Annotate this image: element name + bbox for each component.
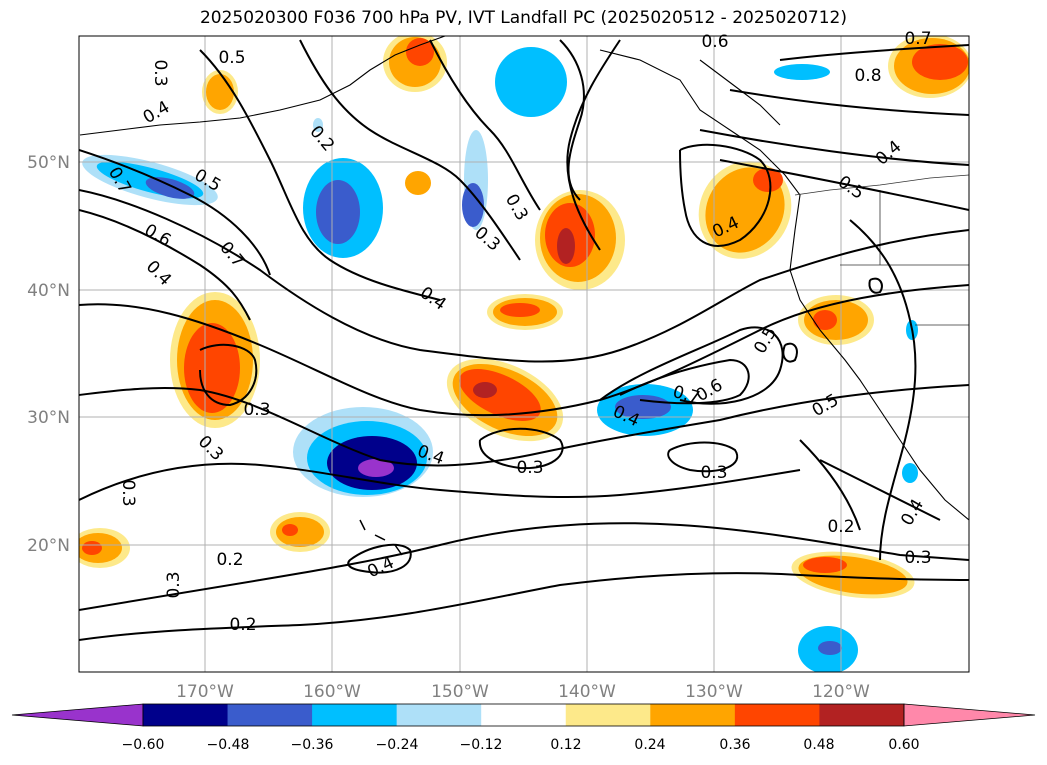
colorbar-segment [565, 704, 651, 726]
pv-positive-core [813, 310, 837, 330]
pv-negative-area [774, 64, 830, 80]
pv-positive-core [500, 303, 540, 317]
pv-negative-area [313, 118, 323, 132]
pv-positive-core [912, 44, 968, 80]
pv-positive-core [459, 369, 541, 421]
lon-label: 140°W [558, 682, 616, 702]
pv-negative-core [145, 177, 195, 199]
contour-label: 0.3 [700, 463, 727, 483]
pv-negative-core [316, 180, 360, 244]
map-frame [78, 35, 970, 673]
colorbar-segment [143, 704, 229, 726]
lon-label: 170°W [176, 682, 234, 702]
colorbar-tick-label: 0.60 [888, 737, 919, 753]
colorbar-segments [11, 703, 1036, 727]
pv-negative-core [818, 641, 842, 655]
latitude-labels: 50°N 40°N 30°N 20°N [27, 153, 70, 556]
colorbar-tick-label: −0.48 [207, 737, 250, 753]
pv-negative-extreme [358, 459, 394, 477]
pv-positive-extreme [557, 228, 575, 264]
colorbar-segment [650, 704, 736, 726]
contour-label: 0.5 [218, 48, 245, 68]
colorbar-segment [312, 704, 398, 726]
contour-label: 0.3 [150, 59, 170, 86]
pv-positive-core [406, 38, 434, 66]
map-plot: 0.5 0.3 0.4 0.2 0.5 0.7 0.6 0.4 0.7 0.3 … [78, 29, 970, 673]
pv-negative-core [462, 183, 484, 227]
lat-label: 50°N [27, 153, 70, 173]
contour-label: 0.3 [243, 400, 270, 420]
contour-label: 0.2 [827, 517, 854, 537]
colorbar-extend-max [903, 703, 1036, 727]
pv-negative-area [495, 47, 567, 117]
contour-label: 0.2 [216, 550, 243, 570]
pv-positive-core [753, 168, 783, 192]
lon-label: 150°W [431, 682, 489, 702]
lat-label: 40°N [27, 281, 70, 301]
contour-label: 0.2 [229, 615, 256, 635]
longitude-labels: 170°W 160°W 150°W 140°W 130°W 120°W [176, 682, 870, 702]
pv-positive-area [206, 74, 234, 110]
colorbar-tick-label: −0.36 [291, 737, 334, 753]
colorbar-tick-label: 0.36 [719, 737, 750, 753]
map-gridlines [79, 36, 969, 672]
colorbar-segment [227, 704, 313, 726]
pv-positive-core [282, 524, 298, 536]
contour-label: 0.3 [118, 479, 138, 506]
contour-label: 0.7 [904, 29, 931, 49]
colorbar-segment [734, 704, 820, 726]
pv-contours [79, 39, 969, 641]
colorbar: −0.60 −0.48 −0.36 −0.24 −0.12 0.12 0.24 … [11, 703, 1036, 753]
colorbar-frame [142, 703, 905, 727]
lon-label: 120°W [812, 682, 870, 702]
colorbar-tick-label: −0.12 [460, 737, 503, 753]
contour-label: 0.6 [701, 32, 728, 52]
contour-label: 0.3 [904, 548, 931, 568]
contour-label: 0.3 [164, 571, 184, 598]
colorbar-tick-label: 0.12 [550, 737, 581, 753]
colorbar-segment [396, 704, 482, 726]
pv-negative-area [902, 463, 918, 483]
colorbar-tick-label: 0.24 [634, 737, 665, 753]
colorbar-tick-labels: −0.60 −0.48 −0.36 −0.24 −0.12 0.12 0.24 … [122, 737, 920, 753]
pv-positive-extreme [473, 382, 497, 398]
contour-label: 0.3 [516, 458, 543, 478]
lon-label: 130°W [685, 682, 743, 702]
colorbar-tick-label: 0.48 [803, 737, 834, 753]
colorbar-segment [819, 704, 905, 726]
colorbar-extend-min [11, 703, 144, 727]
lon-label: 160°W [303, 682, 361, 702]
pv-positive-area [405, 171, 431, 195]
map-title: 2025020300 F036 700 hPa PV, IVT Landfall… [199, 8, 847, 28]
lat-label: 20°N [27, 536, 70, 556]
colorbar-tick-label: −0.24 [376, 737, 419, 753]
pv-positive-core [82, 541, 102, 555]
lat-label: 30°N [27, 408, 70, 428]
colorbar-segment [481, 704, 567, 726]
pv-positive-core [803, 557, 847, 573]
colorbar-tick-label: −0.60 [122, 737, 165, 753]
contour-label: 0.8 [854, 66, 881, 86]
